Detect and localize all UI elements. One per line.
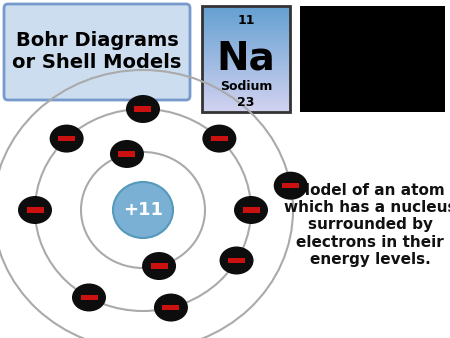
Text: Na: Na (216, 39, 275, 77)
Bar (27, 207, 44, 213)
Ellipse shape (126, 95, 160, 123)
Bar (162, 305, 180, 310)
Text: Sodium: Sodium (220, 79, 272, 93)
FancyBboxPatch shape (4, 4, 190, 100)
Bar (282, 183, 299, 188)
Bar (211, 136, 228, 141)
Bar (81, 295, 98, 300)
Ellipse shape (110, 140, 144, 168)
Ellipse shape (220, 246, 253, 274)
Bar (135, 106, 152, 112)
Text: 11: 11 (237, 14, 255, 26)
Bar (58, 136, 75, 141)
Ellipse shape (72, 284, 106, 312)
Bar (151, 263, 167, 269)
Ellipse shape (154, 294, 188, 321)
Text: Model of an atom
which has a nucleus
surrounded by
electrons in their
energy lev: Model of an atom which has a nucleus sur… (284, 183, 450, 267)
Ellipse shape (274, 172, 308, 200)
Bar (202, 6, 290, 112)
Ellipse shape (234, 196, 268, 224)
Bar (228, 258, 245, 263)
Text: Bohr Diagrams
or Shell Models: Bohr Diagrams or Shell Models (12, 31, 182, 72)
Bar (243, 207, 260, 213)
Bar (118, 151, 135, 156)
Bar (300, 6, 445, 112)
Ellipse shape (18, 196, 52, 224)
Ellipse shape (142, 252, 176, 280)
Ellipse shape (50, 125, 84, 152)
Text: +11: +11 (123, 201, 163, 219)
Ellipse shape (113, 182, 173, 238)
Text: 23: 23 (237, 96, 255, 108)
Ellipse shape (202, 125, 236, 152)
